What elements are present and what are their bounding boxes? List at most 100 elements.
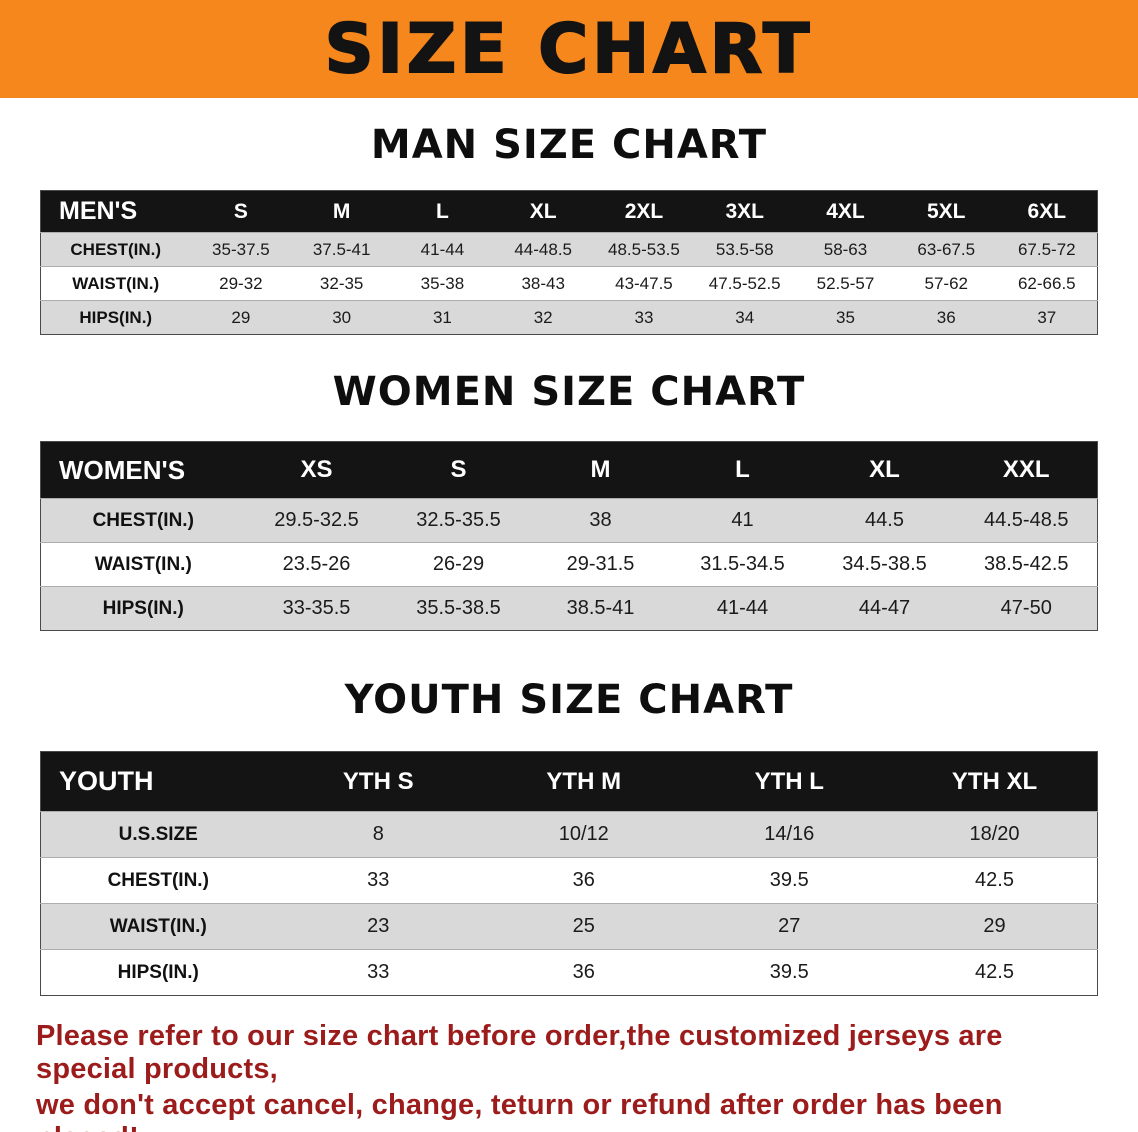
table-title-cell: MEN'S [40,190,191,233]
size-header-cell: 4XL [795,190,896,233]
youth-size-table-container: YOUTH YTH S YTH M YTH L YTH XL U.S.SIZE 8 10/12… [40,751,1098,996]
table-row: WAIST(IN.) 23 25 27 29 [40,903,1098,950]
table-row: WAIST(IN.) 23.5-26 26-29 29-31.5 31.5-34.5 34… [40,542,1098,587]
size-value-cell: 14/16 [686,811,892,858]
size-value-cell: 36 [481,857,687,904]
size-value-cell: 33 [593,300,695,335]
size-value-cell: 33 [275,949,481,996]
size-header-cell: YTH S [275,751,481,812]
size-value-cell: 44.5 [813,498,956,543]
size-value-cell: 67.5-72 [996,232,1098,267]
size-header-cell: XL [492,190,594,233]
size-header-cell: S [190,190,292,233]
size-value-cell: 36 [895,300,997,335]
size-header-cell: 5XL [895,190,997,233]
row-label-cell: HIPS(IN.) [40,586,246,631]
size-header-cell: XS [245,441,388,499]
size-value-cell: 38 [529,498,672,543]
size-value-cell: 34.5-38.5 [813,542,956,587]
size-value-cell: 42.5 [892,949,1098,996]
size-value-cell: 23.5-26 [245,542,388,587]
row-label-cell: CHEST(IN.) [40,498,246,543]
size-value-cell: 35-37.5 [190,232,292,267]
size-value-cell: 47.5-52.5 [694,266,796,301]
size-header-cell: XL [813,441,956,499]
row-label-cell: WAIST(IN.) [40,542,246,587]
size-value-cell: 41-44 [671,586,814,631]
size-value-cell: 26-29 [387,542,530,587]
size-value-cell: 29-31.5 [529,542,672,587]
size-value-cell: 34 [694,300,796,335]
size-header-cell: M [291,190,393,233]
row-label-cell: HIPS(IN.) [40,949,276,996]
table-header-row: MEN'S S M L XL 2XL 3XL 4XL 5XL 6XL [40,190,1098,233]
table-row: CHEST(IN.) 35-37.5 37.5-41 41-44 44-48.5 48.5… [40,232,1098,267]
table-row: WAIST(IN.) 29-32 32-35 35-38 38-43 43-47.5 47.… [40,266,1098,301]
table-row: HIPS(IN.) 29 30 31 32 33 34 35 36 37 [40,300,1098,335]
size-value-cell: 44-47 [813,586,956,631]
size-header-cell: L [671,441,814,499]
size-value-cell: 25 [481,903,687,950]
table-title-cell: WOMEN'S [40,441,246,499]
men-section-heading: MAN SIZE CHART [370,122,768,168]
size-value-cell: 35 [795,300,896,335]
women-size-table: WOMEN'S XS S M L XL XXL CHEST(IN.) 29.5-32.5 32.5… [40,441,1098,631]
size-header-cell: XXL [955,441,1098,499]
size-header-cell: L [392,190,493,233]
men-size-table-container: MEN'S S M L XL 2XL 3XL 4XL 5XL 6XL CHEST(IN.) 35-37… [40,190,1098,335]
row-label-cell: WAIST(IN.) [40,266,191,301]
size-header-cell: M [529,441,672,499]
size-value-cell: 23 [275,903,481,950]
size-header-cell: YTH L [686,751,892,812]
size-header-cell: YTH M [481,751,687,812]
table-row: HIPS(IN.) 33-35.5 35.5-38.5 38.5-41 41-44 44-… [40,586,1098,631]
table-header-row: WOMEN'S XS S M L XL XXL [40,441,1098,499]
size-value-cell: 35-38 [392,266,493,301]
size-value-cell: 29 [892,903,1098,950]
table-title-cell: YOUTH [40,751,276,812]
size-header-cell: 3XL [694,190,796,233]
size-value-cell: 53.5-58 [694,232,796,267]
size-value-cell: 32 [492,300,594,335]
size-header-cell: 6XL [996,190,1098,233]
size-value-cell: 38.5-42.5 [955,542,1098,587]
table-header-row: YOUTH YTH S YTH M YTH L YTH XL [40,751,1098,812]
size-value-cell: 31.5-34.5 [671,542,814,587]
youth-size-table: YOUTH YTH S YTH M YTH L YTH XL U.S.SIZE 8 10/12… [40,751,1098,996]
size-value-cell: 41-44 [392,232,493,267]
size-value-cell: 10/12 [481,811,687,858]
women-section-heading: WOMEN SIZE CHART [332,369,806,415]
size-value-cell: 36 [481,949,687,996]
footer-note-line-1: Please refer to our size chart before or… [36,1020,1003,1085]
size-value-cell: 44-48.5 [492,232,594,267]
footer-note: Please refer to our size chart before or… [0,1020,1138,1132]
size-value-cell: 32.5-35.5 [387,498,530,543]
men-size-section: MAN SIZE CHART MEN'S S M L XL 2XL 3XL 4XL 5XL 6XL… [0,122,1138,335]
size-value-cell: 43-47.5 [593,266,695,301]
size-value-cell: 44.5-48.5 [955,498,1098,543]
table-row: U.S.SIZE 8 10/12 14/16 18/20 [40,811,1098,858]
size-value-cell: 33 [275,857,481,904]
size-value-cell: 29.5-32.5 [245,498,388,543]
size-value-cell: 33-35.5 [245,586,388,631]
size-value-cell: 30 [291,300,393,335]
size-value-cell: 29 [190,300,292,335]
size-value-cell: 48.5-53.5 [593,232,695,267]
size-value-cell: 8 [275,811,481,858]
size-chart-banner: SIZE CHART [0,0,1138,98]
women-size-section: WOMEN SIZE CHART WOMEN'S XS S M L XL XXL CHEST(… [0,369,1138,631]
size-value-cell: 38-43 [492,266,594,301]
row-label-cell: CHEST(IN.) [40,232,191,267]
size-value-cell: 37 [996,300,1098,335]
table-row: CHEST(IN.) 33 36 39.5 42.5 [40,857,1098,904]
size-value-cell: 47-50 [955,586,1098,631]
size-value-cell: 58-63 [795,232,896,267]
row-label-cell: U.S.SIZE [40,811,276,858]
size-value-cell: 63-67.5 [895,232,997,267]
size-header-cell: S [387,441,530,499]
footer-note-line-2: we don't accept cancel, change, teturn o… [36,1089,1003,1132]
size-header-cell: 2XL [593,190,695,233]
size-value-cell: 38.5-41 [529,586,672,631]
size-value-cell: 57-62 [895,266,997,301]
youth-size-section: YOUTH SIZE CHART YOUTH YTH S YTH M YTH L YTH… [0,677,1138,996]
